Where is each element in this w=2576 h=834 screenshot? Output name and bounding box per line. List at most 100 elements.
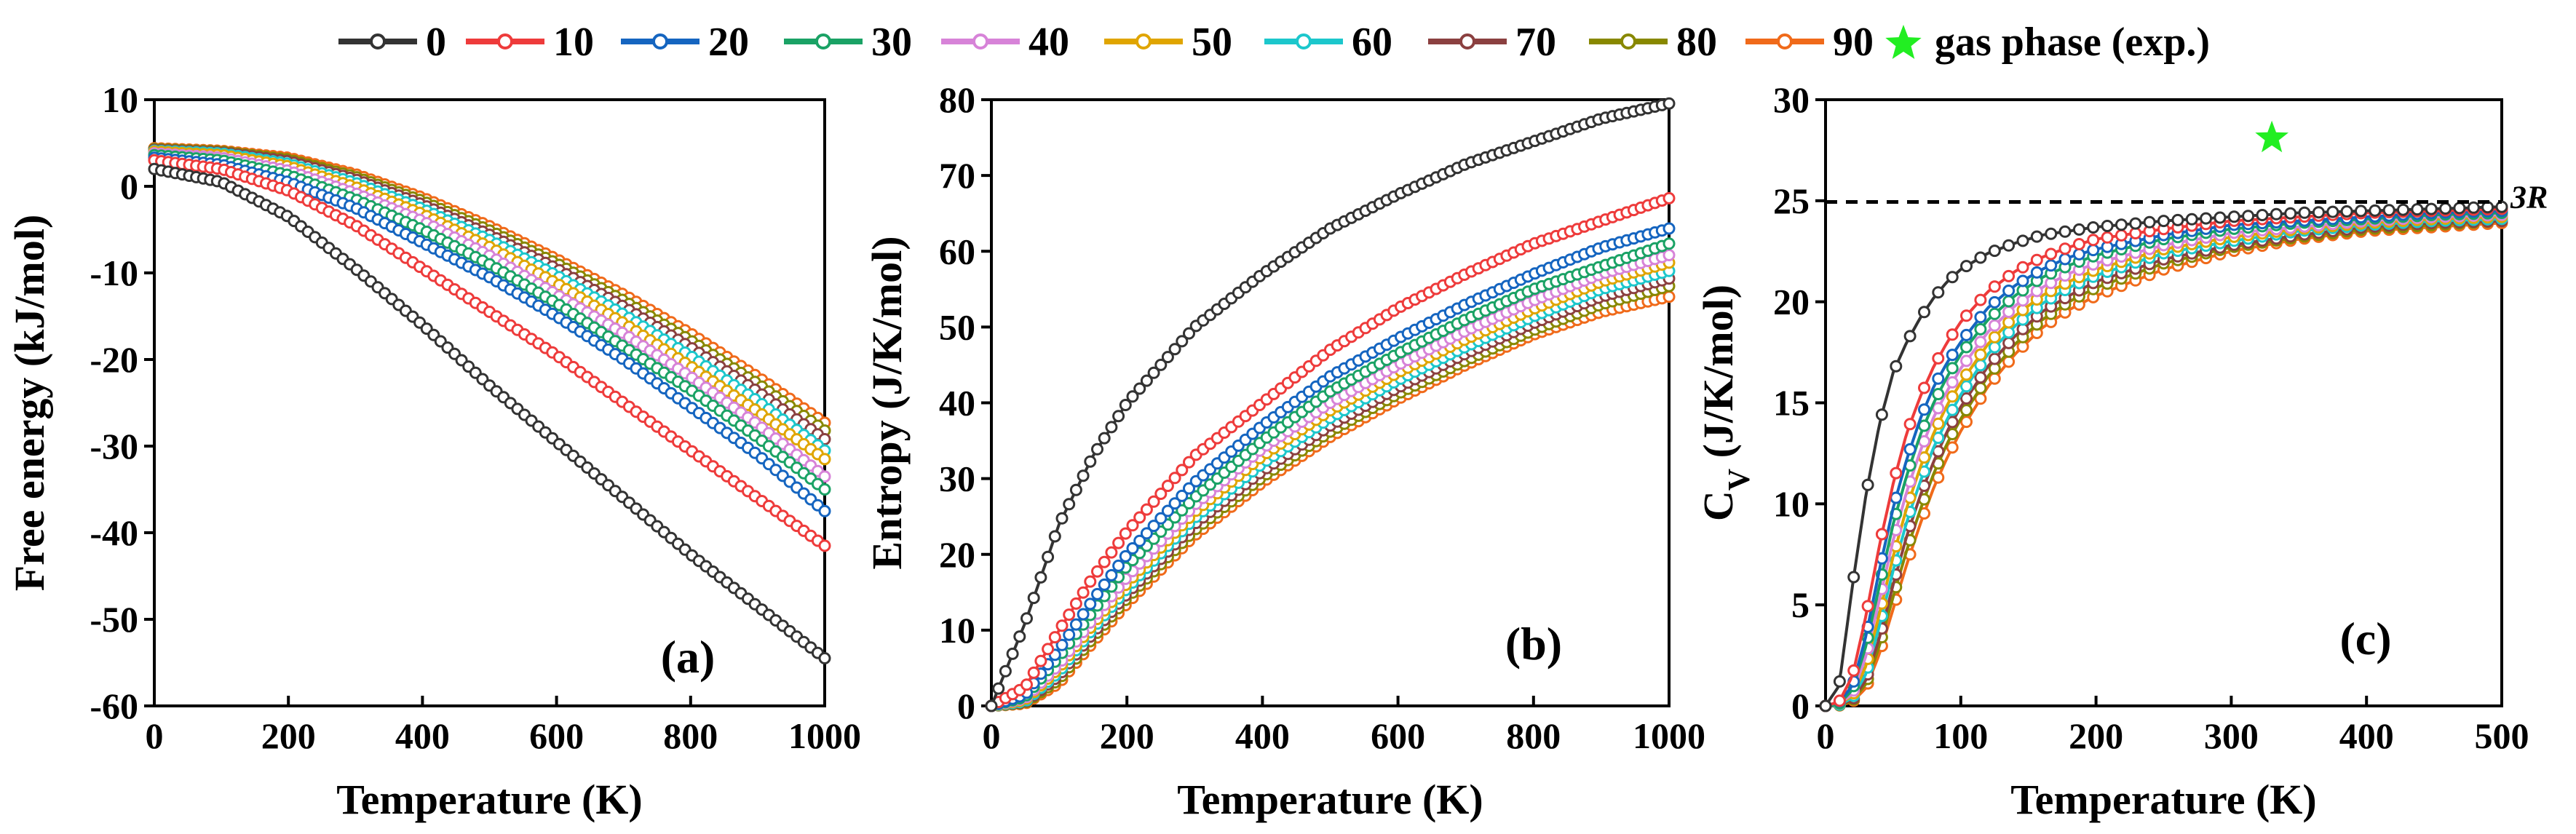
data-point: [1932, 388, 1945, 400]
y-tick-label: 20: [1773, 282, 1810, 322]
data-point: [1974, 371, 1987, 384]
data-point: [818, 504, 831, 517]
data-point: [2045, 227, 2058, 240]
data-point: [1161, 480, 1174, 493]
data-point: [2157, 215, 2170, 228]
x-tick-label: 0: [983, 715, 1001, 756]
data-point: [1833, 675, 1846, 688]
legend-label: 40: [1029, 20, 1069, 65]
series-20: [148, 151, 831, 517]
data-point: [2171, 213, 2184, 226]
data-point: [1974, 322, 1987, 335]
data-point: [2072, 238, 2085, 250]
data-point: [1063, 628, 1076, 641]
x-tick-label: 1000: [1633, 715, 1705, 756]
y-axis-title: Free energy (kJ/mol): [6, 215, 53, 592]
legend: 0 10 20 30 40 50 60 70 80 90 gas phase (exp.): [338, 20, 2210, 65]
gas-phase-point-star: [2255, 120, 2288, 153]
data-point: [1042, 643, 1055, 656]
data-point: [1084, 455, 1097, 468]
legend-label: 20: [708, 20, 749, 65]
data-point: [2411, 203, 2424, 216]
data-point: [2058, 253, 2072, 266]
data-point: [2382, 204, 2395, 217]
y-tick-label: -30: [90, 426, 138, 466]
data-point: [1960, 260, 1973, 273]
data-point: [1903, 442, 1917, 456]
data-point: [1960, 354, 1973, 368]
y-tick-label: 50: [939, 306, 975, 347]
data-point: [2016, 261, 2029, 274]
panel-label: (b): [1505, 618, 1562, 670]
legend-entry-10: 10: [466, 20, 594, 65]
data-point: [2270, 207, 2283, 221]
panel-b-entropy: 0 200 400 600 800 1000 0 10 20 30 40 50 60 70 80 Temper…: [863, 79, 1705, 823]
data-point: [1154, 512, 1168, 525]
data-point: [1946, 403, 1959, 416]
legend-entry-30: 30: [784, 20, 912, 65]
data-point: [1063, 498, 1076, 511]
y-tick-label: 10: [1773, 483, 1810, 524]
data-point: [2002, 326, 2016, 339]
y-tick-label: 30: [1773, 79, 1810, 120]
data-point: [2129, 217, 2142, 230]
y-tick-label: 0: [120, 166, 138, 207]
data-point: [2284, 207, 2297, 220]
data-point: [818, 539, 831, 552]
data-point: [1112, 559, 1125, 572]
data-point: [1932, 402, 1945, 415]
data-point: [2002, 285, 2016, 297]
data-point: [1988, 341, 2001, 354]
x-tick-label: 600: [1371, 715, 1425, 756]
legend-swatch-marker: [370, 33, 386, 49]
data-point: [1946, 328, 1959, 341]
data-point: [2326, 205, 2339, 218]
y-tick-label: 80: [939, 79, 975, 120]
legend-entry-gas-phase: gas phase (exp.): [1885, 20, 2210, 65]
series-10: [985, 191, 1676, 712]
data-point: [1168, 497, 1181, 510]
data-point: [2115, 229, 2128, 242]
data-point: [1861, 478, 1874, 491]
data-point: [2087, 234, 2100, 247]
data-point: [1126, 519, 1139, 532]
data-point: [2030, 285, 2043, 298]
data-point: [818, 652, 831, 664]
y-tick-label: 30: [939, 458, 975, 499]
data-point: [2016, 294, 2029, 307]
data-point: [2101, 220, 2114, 232]
legend-swatch-marker: [1459, 33, 1475, 49]
data-point: [1890, 491, 1903, 504]
data-point: [1946, 390, 1959, 403]
data-point: [1988, 319, 2001, 332]
data-point: [1960, 368, 1973, 381]
data-point: [1105, 568, 1118, 581]
data-point: [1098, 578, 1111, 591]
legend-swatch-marker: [1136, 33, 1152, 49]
x-tick-label: 200: [261, 715, 316, 756]
y-axis-title: Entropy (J/K/mol): [863, 236, 911, 569]
data-point: [1084, 575, 1097, 588]
data-point: [1974, 293, 1987, 306]
data-point: [818, 483, 831, 496]
data-point: [2256, 209, 2269, 221]
data-point: [1960, 328, 1973, 341]
data-point: [1932, 352, 1945, 365]
data-point: [1069, 483, 1082, 496]
series-line: [154, 156, 826, 512]
legend-swatch-marker: [1620, 33, 1636, 49]
data-point: [1021, 678, 1033, 691]
series-10: [148, 154, 831, 552]
data-point: [1960, 380, 1973, 393]
y-tick-label: 10: [939, 610, 975, 651]
y-axis-title-rest: (J/K/mol): [1695, 285, 1742, 469]
y-tick-label: 5: [1791, 584, 1810, 625]
data-point: [1133, 382, 1146, 395]
legend-label: 50: [1192, 20, 1232, 65]
data-point: [1055, 638, 1069, 651]
data-point: [2058, 242, 2072, 255]
data-point: [1119, 399, 1132, 411]
data-point: [1048, 631, 1061, 644]
data-point: [1077, 469, 1090, 482]
y-tick-label: -10: [90, 253, 138, 293]
